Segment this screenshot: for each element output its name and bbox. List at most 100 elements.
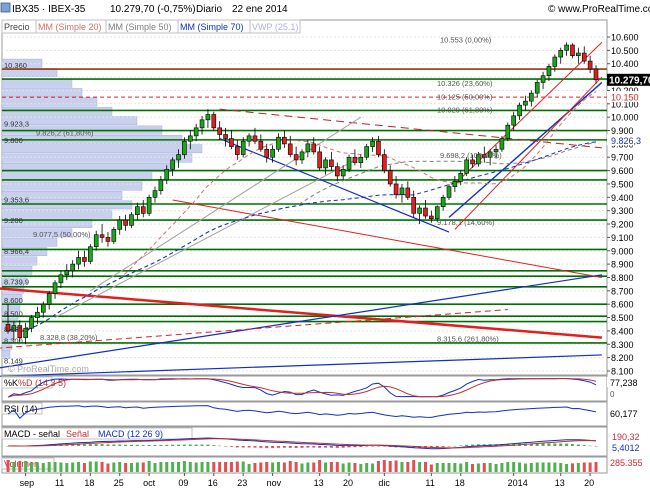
volume-bar — [276, 462, 280, 472]
volume-bar — [18, 461, 22, 472]
date-label: 22 ene 2014 — [232, 4, 288, 15]
macd-hist-bar — [259, 446, 263, 448]
volume-bar — [41, 463, 45, 472]
price-axis: 10.60010.50010.40010.30010.20010.10010.0… — [607, 33, 649, 376]
volume-bar — [135, 462, 139, 472]
candle-body — [481, 154, 487, 158]
macd-hist-bar — [135, 444, 139, 446]
candle-body — [558, 50, 564, 58]
macd-hist-bar — [329, 446, 333, 448]
volume-bar — [523, 463, 527, 472]
price-change: 10.279,70 (-0,75%) — [110, 4, 196, 15]
macd-hist-bar — [324, 446, 328, 448]
stoch-k-label: %K — [4, 378, 18, 388]
volume-bar — [441, 463, 445, 472]
price-tick-label: 8.500 — [611, 313, 634, 323]
stoch-legend-box[interactable] — [1, 376, 53, 389]
collapse-icon[interactable] — [0, 2, 11, 13]
volume-bar — [188, 462, 192, 472]
macd-hist-bar — [200, 444, 204, 446]
left-level-label: 8.300 — [4, 336, 23, 345]
volume-bar — [565, 464, 569, 472]
candle-body — [123, 219, 128, 226]
macd-hist-bar — [118, 444, 122, 446]
volume-bar — [218, 462, 222, 472]
volume-bar — [335, 462, 339, 472]
fib-annotation: 9.077,5 (50,00%) — [33, 230, 91, 239]
stochastic-panel[interactable]: %K %D (14 3 5) 77,238 0 — [1, 375, 650, 402]
volume-bar — [118, 462, 122, 472]
volume-profile-bar — [1, 209, 113, 219]
fib-annotation: 9.826,2 (61,80%) — [36, 129, 94, 138]
macd-hist-bar — [341, 446, 345, 448]
volume-bar — [553, 462, 557, 472]
volume-bar — [576, 463, 580, 472]
red-support-trend — [172, 199, 602, 278]
fib-annotation: 8.315,6 (261,80%) — [437, 334, 499, 343]
macd-panel[interactable]: MACD - señal Señal MACD (12 26 9) 190,32… — [1, 426, 640, 457]
candle-body — [199, 119, 205, 129]
price-tick-label: 9.000 — [611, 246, 634, 256]
macd-hist-bar — [194, 444, 198, 446]
right-level-label: 10.150 — [611, 93, 639, 103]
macd-hist-bar — [247, 446, 251, 448]
volume-panel[interactable]: Volumen 285.355 — [1, 456, 643, 474]
volume-bar — [541, 462, 545, 472]
date-tick-label: 25 — [114, 478, 124, 488]
price-tick-label: 10.000 — [611, 113, 639, 123]
candle-body — [523, 100, 528, 106]
macd-hist-bar — [570, 444, 574, 446]
candle-body — [393, 183, 399, 195]
volume-bar — [294, 462, 298, 472]
candle-body — [358, 156, 364, 163]
volume-profile-bar — [1, 181, 143, 191]
volume-bar — [265, 462, 269, 472]
candle-body — [193, 127, 199, 137]
volume-bar — [224, 462, 228, 472]
rsi-panel[interactable]: RSI (14) 60,177 — [1, 401, 638, 427]
macd-hist-bar — [253, 446, 257, 448]
volume-profile-bar — [1, 247, 48, 256]
candle-body — [352, 156, 358, 163]
macd-hist-bar — [82, 444, 86, 446]
macd-hist-bar — [218, 445, 222, 447]
macd-hist-bar — [412, 446, 416, 448]
volume-bar — [453, 463, 457, 472]
volume-bar — [159, 462, 163, 472]
legend-vwap-box[interactable] — [249, 19, 301, 34]
last-price-label: 10.279,70 — [609, 75, 650, 86]
candle-body — [329, 159, 334, 167]
candle-body — [429, 215, 434, 219]
candle-body — [240, 140, 246, 155]
candle-body — [458, 172, 464, 182]
volume-bars — [6, 460, 598, 472]
macd-hist-bar — [471, 444, 475, 446]
volume-bar — [547, 462, 551, 472]
macd-hist-bar — [100, 444, 104, 446]
left-level-labels: 10.360 9.923,3 9.800 9.353,6 9.200 8.966,4 8.7… — [4, 61, 29, 365]
macd-hist-bar — [112, 444, 116, 446]
fib-annotation: 10.553 (0,00%) — [440, 35, 492, 44]
macd-hist-bar — [371, 446, 375, 447]
volume-bar — [347, 462, 351, 472]
candle-body — [235, 146, 240, 155]
last-price-box — [607, 73, 650, 86]
price-tick-label: 8.700 — [611, 286, 634, 296]
macd-hist-bar — [376, 446, 380, 447]
uptrend-line — [448, 81, 603, 218]
volume-bar — [570, 463, 574, 472]
mm50-line — [7, 141, 597, 332]
candle-body — [270, 148, 275, 158]
macd-legend-box[interactable] — [1, 427, 193, 440]
candle-body — [252, 135, 258, 142]
volume-bar — [400, 462, 404, 472]
volume-bar — [318, 460, 322, 472]
macd-hist-bar — [541, 443, 545, 446]
left-level-label: 8.149 — [4, 356, 23, 365]
candle-body — [382, 154, 387, 171]
volume-bar — [200, 462, 204, 472]
candle-body — [470, 159, 475, 165]
macd-hist-bar — [447, 446, 451, 447]
right-label-box — [607, 91, 649, 103]
